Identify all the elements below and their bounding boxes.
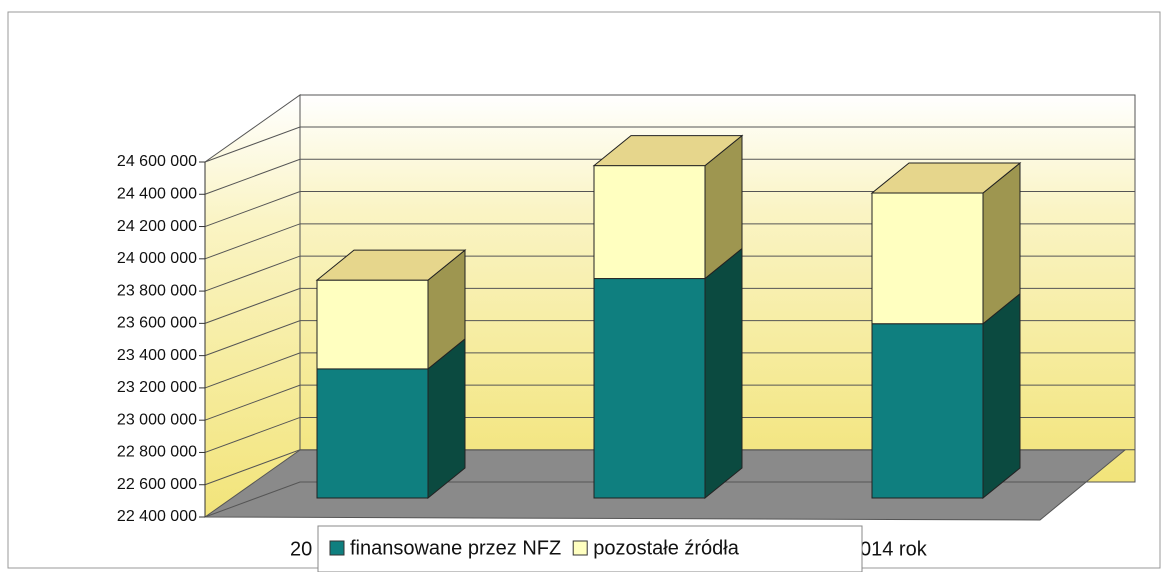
legend-label: finansowane przez NFZ xyxy=(350,537,561,559)
y-tick-label: 23 600 000 xyxy=(117,315,197,332)
bar xyxy=(871,323,984,499)
legend-swatch xyxy=(572,540,588,556)
legend-label: pozostałe źródła xyxy=(593,537,740,559)
grid-line xyxy=(204,158,1135,195)
grid-line xyxy=(204,352,1135,389)
bar xyxy=(316,279,429,370)
bar-top xyxy=(870,162,1022,194)
y-tick-label: 24 600 000 xyxy=(117,153,197,170)
bar-top xyxy=(315,249,467,281)
bar xyxy=(316,368,429,499)
bar-side xyxy=(982,292,1021,500)
y-tick-label: 23 400 000 xyxy=(117,347,197,364)
legend-box xyxy=(317,525,863,572)
y-tick-label: 23 000 000 xyxy=(117,411,197,428)
grid-line xyxy=(204,320,1135,357)
y-tick-label: 23 800 000 xyxy=(117,282,197,299)
x-label-fragment: 014 rok xyxy=(860,538,928,560)
grid-line xyxy=(204,255,1135,292)
grid-line xyxy=(204,384,1135,421)
grid-line xyxy=(204,191,1135,228)
grid-line xyxy=(204,449,1135,486)
y-tick-label: 22 600 000 xyxy=(117,476,197,493)
bar-top xyxy=(592,135,744,167)
bar xyxy=(593,278,706,499)
grid-line xyxy=(204,416,1135,453)
bar-side xyxy=(704,247,743,500)
y-tick-label: 24 400 000 xyxy=(117,185,197,202)
y-tick-label: 22 800 000 xyxy=(117,444,197,461)
grid-line xyxy=(204,126,1135,163)
bar xyxy=(593,165,706,280)
grid-line xyxy=(204,223,1135,260)
legend-swatch xyxy=(329,540,345,556)
bar xyxy=(871,192,984,325)
x-label-fragment: 20 xyxy=(290,538,312,560)
y-tick-label: 22 400 000 xyxy=(117,508,197,525)
grid-line xyxy=(204,481,1135,518)
y-tick-label: 24 000 000 xyxy=(117,250,197,267)
y-tick-label: 23 200 000 xyxy=(117,379,197,396)
y-tick-label: 24 200 000 xyxy=(117,218,197,235)
grid-line xyxy=(204,287,1135,324)
